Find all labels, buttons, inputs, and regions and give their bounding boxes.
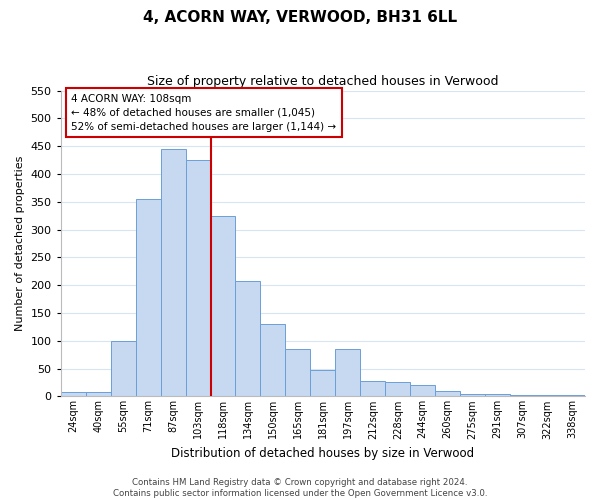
Y-axis label: Number of detached properties: Number of detached properties xyxy=(15,156,25,331)
Bar xyxy=(460,394,485,396)
X-axis label: Distribution of detached houses by size in Verwood: Distribution of detached houses by size … xyxy=(171,447,475,460)
Bar xyxy=(485,394,510,396)
Bar xyxy=(161,149,185,396)
Bar xyxy=(211,216,235,396)
Bar xyxy=(86,392,110,396)
Text: 4 ACORN WAY: 108sqm
← 48% of detached houses are smaller (1,045)
52% of semi-det: 4 ACORN WAY: 108sqm ← 48% of detached ho… xyxy=(71,94,337,132)
Bar xyxy=(361,381,385,396)
Bar xyxy=(410,386,435,396)
Bar xyxy=(310,370,335,396)
Text: 4, ACORN WAY, VERWOOD, BH31 6LL: 4, ACORN WAY, VERWOOD, BH31 6LL xyxy=(143,10,457,25)
Bar xyxy=(335,349,361,397)
Bar xyxy=(286,349,310,397)
Bar xyxy=(385,382,410,396)
Bar xyxy=(185,160,211,396)
Bar xyxy=(435,391,460,396)
Bar xyxy=(61,392,86,396)
Bar xyxy=(110,341,136,396)
Bar xyxy=(136,199,161,396)
Bar xyxy=(260,324,286,396)
Text: Contains HM Land Registry data © Crown copyright and database right 2024.
Contai: Contains HM Land Registry data © Crown c… xyxy=(113,478,487,498)
Title: Size of property relative to detached houses in Verwood: Size of property relative to detached ho… xyxy=(147,75,499,88)
Bar xyxy=(235,280,260,396)
